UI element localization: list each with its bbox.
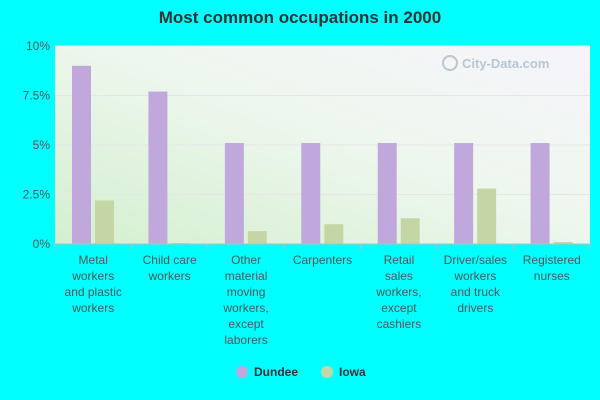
legend-swatch-dundee [236,366,248,378]
category-label: Retail sales workers, except cashiers [375,253,421,331]
bar-dundee [224,143,244,244]
category-label: Other material moving workers, except laborer… [222,253,268,347]
category-label: Carpenters [293,253,352,267]
y-tick-label: 0% [33,237,51,251]
watermark: City-Data.com [442,55,549,71]
bar-dundee [454,143,474,244]
y-tick-label: 7.5% [23,89,51,103]
y-tick-label: 5% [33,138,51,152]
bar-dundee [301,143,321,244]
legend-label-iowa: Iowa [339,365,366,379]
bar-iowa [553,242,573,244]
category-label: Metal workers and plastic workers [65,253,122,315]
bar-iowa [247,231,267,244]
bar-iowa [95,200,114,244]
watermark-logo-icon [442,55,458,71]
chart-title: Most common occupations in 2000 [158,8,442,27]
bar-iowa [400,218,420,244]
bar-dundee [377,143,397,244]
bar-iowa [324,224,344,244]
legend-label-dundee: Dundee [254,365,298,379]
bar-dundee [148,91,168,244]
y-tick-label: 10% [26,39,50,53]
category-label: Registered nurses [523,253,581,283]
bar-dundee [530,143,550,244]
legend-swatch-iowa [321,366,333,378]
watermark-text: City-Data.com [462,56,549,71]
y-tick-label: 2.5% [23,188,51,202]
category-label: Child care workers [143,253,197,283]
bar-iowa [477,188,497,244]
bar-dundee [72,65,91,244]
category-label: Driver/sales workers and truck drivers [444,253,507,315]
